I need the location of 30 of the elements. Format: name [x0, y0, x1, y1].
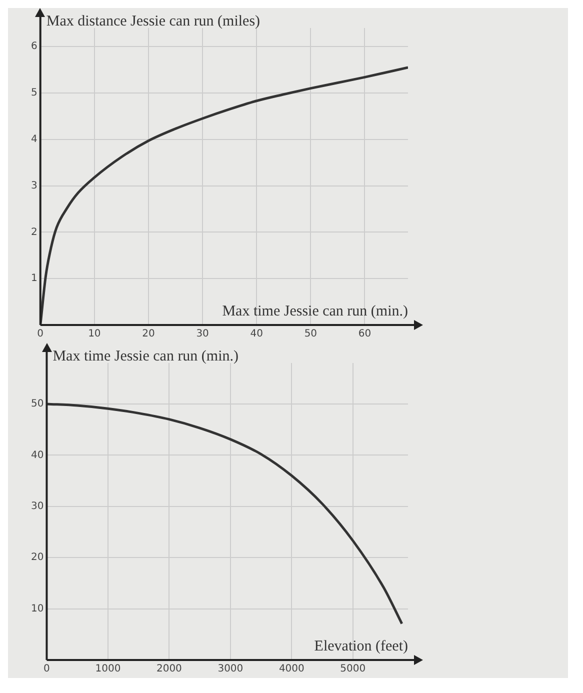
y-tick-label: 50: [30, 398, 44, 410]
x-tick-label: 10: [88, 328, 101, 340]
y-tick-label: 2: [30, 226, 38, 238]
x-tick-label: 50: [304, 328, 318, 340]
x-axis-title: Max time Jessie can run (min.): [222, 303, 408, 320]
y-tick-label: 5: [30, 88, 38, 99]
x-tick-label: 2000: [156, 664, 182, 675]
line-series: [46, 402, 404, 625]
x-tick-label: 1000: [95, 664, 121, 675]
y-axis-title: Max time Jessie can run (min.): [52, 348, 239, 364]
y-tick-label: 30: [30, 500, 44, 512]
y-tick-label: 10: [30, 603, 44, 614]
x-tick-label: 0: [44, 664, 50, 675]
x-tick-label: 60: [358, 328, 372, 340]
y-tick-label: 4: [30, 134, 38, 145]
x-tick-label: 20: [142, 328, 155, 340]
y-tick-label: 20: [30, 552, 44, 564]
y-tick-label: 1: [30, 273, 38, 284]
y-tick-label: 40: [30, 450, 44, 461]
x-tick-label: 5000: [340, 664, 366, 675]
x-axis-title: Elevation (feet): [314, 638, 408, 654]
x-tick-label: 3000: [218, 664, 244, 675]
y-tick-label: 6: [30, 41, 38, 52]
y-tick-label: 3: [30, 180, 38, 192]
x-tick-label: 40: [250, 328, 263, 340]
x-tick-label: 0: [37, 328, 44, 340]
line-series: [40, 66, 408, 325]
y-axis-title: Max distance Jessie can run (miles): [46, 13, 260, 30]
x-tick-label: 30: [196, 328, 209, 340]
x-tick-label: 4000: [278, 664, 304, 675]
